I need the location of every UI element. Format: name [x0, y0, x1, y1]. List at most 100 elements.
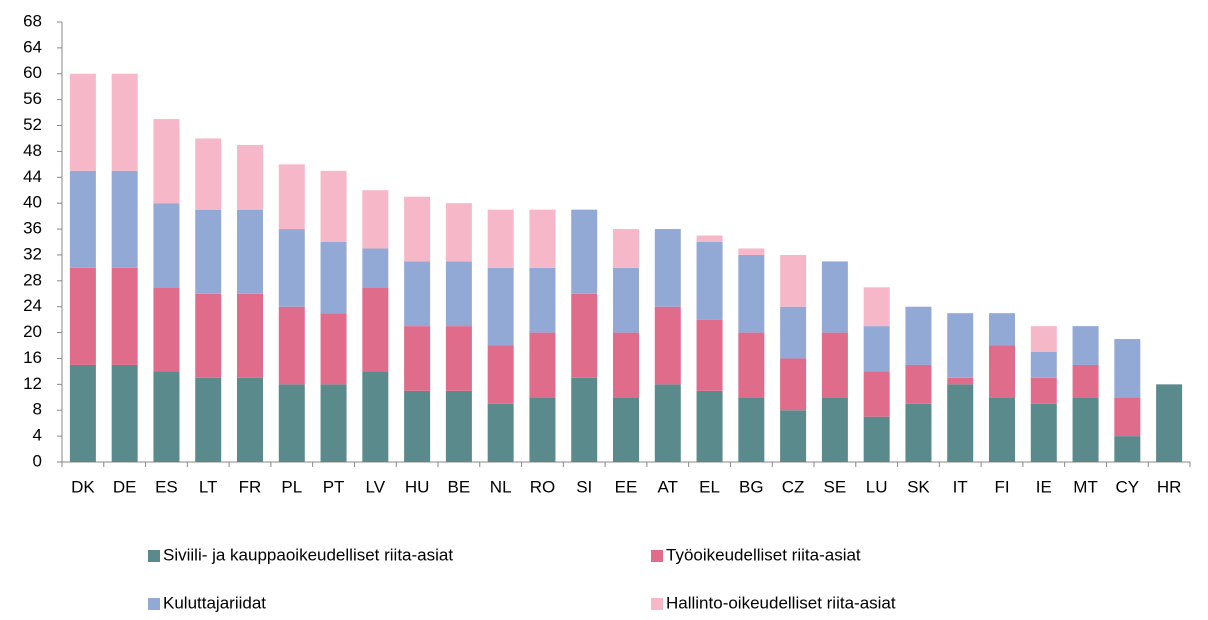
bar-segment: [362, 190, 389, 249]
bar-segment: [696, 390, 723, 462]
bar-segment: [613, 397, 639, 462]
bar-segment: [863, 416, 890, 462]
bar-segment: [863, 287, 890, 327]
bar-segment: [947, 384, 974, 462]
bar-segment: [738, 332, 765, 398]
y-tick-label: 44: [23, 167, 42, 186]
bar-segment: [738, 248, 765, 255]
bar-segment: [1072, 397, 1099, 462]
x-tick-label: CY: [1116, 477, 1140, 496]
bar-segment: [69, 364, 96, 462]
y-tick-label: 40: [23, 193, 42, 212]
y-tick-label: 28: [23, 270, 42, 289]
bar-segment: [362, 248, 389, 288]
bar-segment: [237, 377, 263, 462]
bar-segment: [237, 293, 263, 378]
bar-segment: [1114, 436, 1141, 462]
bar-segment: [863, 326, 890, 372]
y-tick-label: 64: [23, 37, 42, 56]
bar-segment: [404, 326, 431, 391]
bar-segment: [821, 397, 848, 462]
bar-segment: [445, 390, 472, 462]
x-tick-label: HU: [405, 477, 430, 496]
x-tick-label: ES: [155, 477, 178, 496]
bar-segment: [529, 267, 556, 333]
legend-label: Hallinto-oikeudelliset riita-asiat: [666, 593, 896, 612]
bar-segment: [69, 73, 96, 171]
x-tick-label: CZ: [782, 477, 805, 496]
bar-segment: [1072, 326, 1099, 365]
bar-segment: [989, 397, 1015, 462]
y-tick-label: 8: [33, 400, 42, 419]
y-tick-label: 12: [23, 374, 42, 393]
legend-label: Siviili- ja kauppaoikeudelliset riita-as…: [163, 545, 453, 564]
x-tick-label: EL: [699, 477, 720, 496]
bar-segment: [1156, 384, 1183, 462]
bar-segment: [613, 229, 639, 268]
bar-segment: [278, 164, 305, 230]
bar-segment: [278, 384, 305, 462]
bar-segment: [1114, 397, 1141, 437]
x-tick-label: BE: [448, 477, 471, 496]
bar-segment: [320, 313, 347, 385]
bar-segment: [1072, 364, 1099, 398]
bar-segment: [445, 261, 472, 327]
x-tick-label: EE: [615, 477, 638, 496]
y-tick-label: 52: [23, 115, 42, 134]
bar-segment: [654, 384, 681, 462]
x-tick-label: IE: [1036, 477, 1052, 496]
bar-segment: [404, 390, 431, 462]
x-tick-label: NL: [490, 477, 512, 496]
bar-segment: [404, 261, 431, 327]
bar-segment: [111, 267, 138, 365]
bar-segment: [278, 229, 305, 307]
x-tick-label: PT: [323, 477, 345, 496]
x-tick-label: LU: [866, 477, 888, 496]
bar-segment: [863, 371, 890, 417]
bar-segment: [821, 261, 848, 333]
bar-segment: [905, 403, 932, 462]
legend-swatch: [148, 550, 160, 562]
y-tick-label: 32: [23, 244, 42, 263]
y-tick-label: 20: [23, 322, 42, 341]
x-tick-label: LV: [366, 477, 386, 496]
bar-segment: [487, 267, 514, 346]
bar-segment: [195, 377, 222, 462]
x-tick-label: SK: [907, 477, 930, 496]
bar-segment: [1030, 377, 1057, 404]
bar-segment: [780, 306, 807, 359]
bar-segment: [780, 410, 807, 462]
bar-segment: [613, 332, 639, 398]
bar-segment: [821, 332, 848, 398]
bar-segment: [905, 306, 932, 365]
bar-segment: [195, 209, 222, 294]
bar-segment: [487, 209, 514, 268]
bar-segment: [905, 364, 932, 404]
bar-segment: [487, 345, 514, 404]
legend-swatch: [148, 598, 160, 610]
x-tick-label: PL: [281, 477, 302, 496]
x-tick-label: MT: [1073, 477, 1098, 496]
bar-segment: [738, 254, 765, 333]
bar-segment: [320, 384, 347, 462]
bar-segment: [571, 293, 598, 378]
bar-segment: [738, 397, 765, 462]
bar-segment: [947, 313, 974, 378]
bar-segment: [696, 235, 723, 242]
y-tick-label: 16: [23, 348, 42, 367]
bar-segment: [362, 287, 389, 372]
y-tick-label: 4: [33, 426, 42, 445]
x-tick-label: BG: [739, 477, 764, 496]
bar-segment: [654, 306, 681, 385]
bar-segment: [571, 377, 598, 462]
bar-segment: [780, 358, 807, 411]
y-tick-label: 48: [23, 141, 42, 160]
bar-segment: [487, 403, 514, 462]
bar-segment: [69, 170, 96, 268]
x-tick-label: SI: [576, 477, 592, 496]
x-tick-label: DK: [71, 477, 95, 496]
bar-segment: [320, 242, 347, 314]
bar-segment: [111, 73, 138, 171]
bar-segment: [1030, 326, 1057, 352]
